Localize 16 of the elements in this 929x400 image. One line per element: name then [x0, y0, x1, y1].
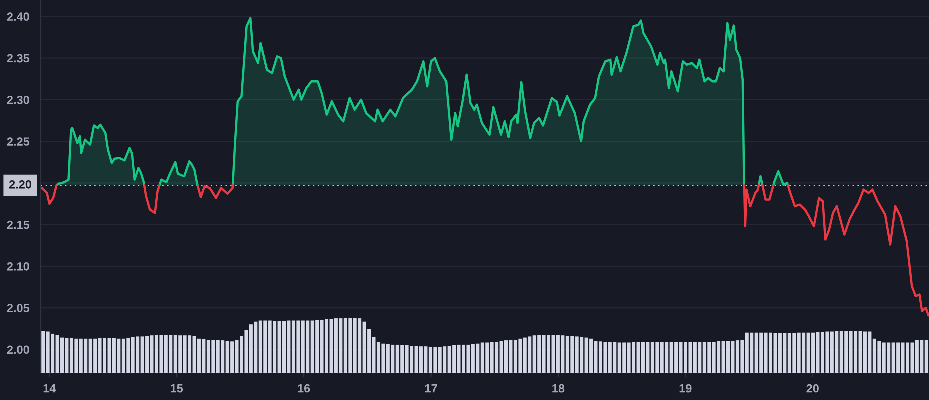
y-tick-label: 2.10 — [7, 262, 30, 271]
x-tick-label: 17 — [425, 384, 438, 393]
x-tick-label: 20 — [806, 384, 819, 393]
x-tick-label: 18 — [552, 384, 565, 393]
x-tick-label: 14 — [44, 384, 56, 393]
y-tick-label: 2.35 — [7, 54, 30, 63]
y-tick-label: 2.40 — [7, 12, 30, 22]
y-tick-label: 2.05 — [7, 304, 30, 312]
y-tick-label: 2.15 — [7, 220, 30, 230]
ref-line-label: 2.20 — [9, 180, 32, 189]
x-tick-label: 19 — [680, 384, 692, 393]
x-tick-label: 15 — [171, 384, 184, 393]
y-tick-label: 2.00 — [7, 346, 30, 354]
x-tick-label: 16 — [298, 384, 310, 393]
y-tick-label: 2.30 — [7, 96, 30, 104]
y-tick-label: 2.25 — [7, 138, 30, 146]
